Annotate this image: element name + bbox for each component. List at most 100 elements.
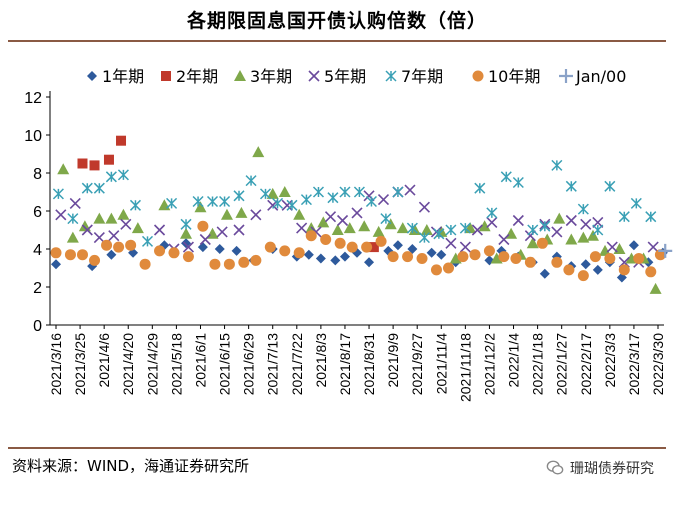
series-4-point	[406, 222, 418, 234]
series-3-point	[69, 197, 81, 209]
series-1-point	[116, 135, 127, 146]
series-5-point	[430, 264, 442, 276]
series-3-point	[233, 224, 245, 236]
series-3-point	[404, 184, 416, 196]
series-4-point	[129, 199, 141, 211]
series-2-point	[78, 220, 91, 232]
series-4-point	[630, 197, 642, 209]
series-5-point	[645, 266, 657, 278]
series-2-point	[478, 220, 491, 232]
x-tick-label: 2021/8/17	[337, 333, 353, 395]
series-4-point	[166, 197, 178, 209]
series-5-point	[577, 270, 589, 282]
series-3-point	[250, 209, 262, 221]
series-2-point	[526, 237, 539, 249]
series-5-point	[264, 241, 276, 253]
series-5-point	[209, 258, 221, 270]
series-2-point	[117, 208, 130, 220]
x-tick-label: 2021/5/18	[168, 333, 184, 395]
series-3-point	[281, 199, 293, 211]
x-tick-label: 2021/11/18	[457, 333, 473, 402]
x-tick-label: 2022/1/18	[530, 333, 546, 395]
series-4-point	[180, 218, 192, 230]
series-2-point	[293, 208, 306, 220]
series-2-point	[331, 224, 344, 235]
series-3-point	[524, 230, 536, 242]
series-5-point	[416, 253, 428, 264]
series-0-point	[303, 249, 314, 260]
series-2-point	[553, 212, 566, 224]
series-4-point	[486, 207, 498, 219]
brand-watermark: 珊瑚债券研究	[546, 458, 654, 478]
series-0-point	[339, 251, 350, 262]
series-3-point	[363, 190, 375, 202]
series-0-point	[539, 268, 550, 279]
series-5-point	[551, 256, 563, 268]
series-4-point	[512, 176, 524, 189]
y-tick-label: 6	[33, 204, 42, 221]
series-4-point	[312, 186, 325, 198]
series-4-point	[618, 211, 630, 223]
series-4-point	[192, 195, 204, 208]
series-2-point	[235, 206, 248, 218]
x-tick-label: 2022/3/30	[650, 333, 666, 395]
wechat-icon	[546, 460, 564, 475]
series-5-point	[387, 251, 399, 263]
title-divider	[8, 40, 666, 42]
series-3-point	[580, 218, 592, 230]
series-2-point	[194, 201, 207, 213]
x-tick-label: 2021/3/16	[48, 333, 64, 395]
series-4-point	[339, 186, 351, 198]
series-5-point	[76, 249, 88, 261]
series-0-point	[392, 240, 403, 251]
series-0-point	[407, 244, 418, 254]
series-4-point	[272, 197, 284, 209]
series-4-point	[259, 188, 272, 200]
series-5-point	[125, 239, 137, 251]
series-5-point	[279, 245, 291, 257]
series-4-point	[500, 171, 512, 183]
source-note: 资料来源：WIND，海通证券研究所	[12, 457, 250, 475]
series-4-point	[67, 213, 79, 225]
series-3-point	[153, 224, 166, 236]
series-3-point	[120, 218, 132, 230]
series-4-point	[141, 235, 154, 247]
series-4-point	[245, 175, 257, 187]
legend-label-3: 5年期	[324, 67, 366, 86]
x-tick-label: 2021/4/6	[96, 333, 112, 388]
series-3-point	[459, 241, 471, 253]
series-4-point	[445, 224, 457, 236]
series-3-point	[565, 214, 577, 227]
series-5-point	[250, 254, 262, 266]
chart-title: 各期限固息国开债认购倍数（倍）	[186, 10, 487, 32]
series-4-point	[81, 182, 93, 194]
series-4-point	[206, 195, 219, 208]
series-0-point	[628, 240, 639, 251]
series-4-point	[527, 224, 539, 236]
series-5-point	[305, 230, 317, 242]
series-6-point	[658, 243, 673, 258]
x-tick-label: 2021/11/4	[433, 333, 449, 394]
series-4-point	[459, 222, 471, 234]
series-5-point	[113, 241, 125, 253]
x-tick-label: 2022/3/17	[626, 333, 642, 395]
series-4-point	[117, 169, 129, 181]
series-3-point	[93, 232, 105, 244]
series-4-point	[300, 194, 312, 206]
series-3-point	[551, 226, 563, 238]
series-0-point	[214, 244, 225, 254]
series-0-point	[330, 255, 341, 266]
bottom-divider	[8, 447, 666, 449]
x-tick-label: 2021/9/27	[409, 333, 425, 395]
series-3-point	[296, 222, 308, 234]
series-5-point	[633, 253, 645, 264]
scatter-chart: 0 2 4 6 8 10 12 2021/3/16 2021/3/25 2021/4/6 2021/…	[24, 67, 673, 402]
series-5-point	[293, 247, 305, 259]
x-tick-label: 2022/1/4	[506, 333, 522, 388]
series-5-point	[64, 249, 76, 261]
x-tick-label: 2021/6/1	[192, 333, 208, 388]
legend-label-6: Jan/00	[575, 67, 626, 86]
legend-marker-4	[385, 70, 397, 82]
series-5-point	[89, 254, 101, 266]
legend-marker-1	[161, 71, 171, 81]
